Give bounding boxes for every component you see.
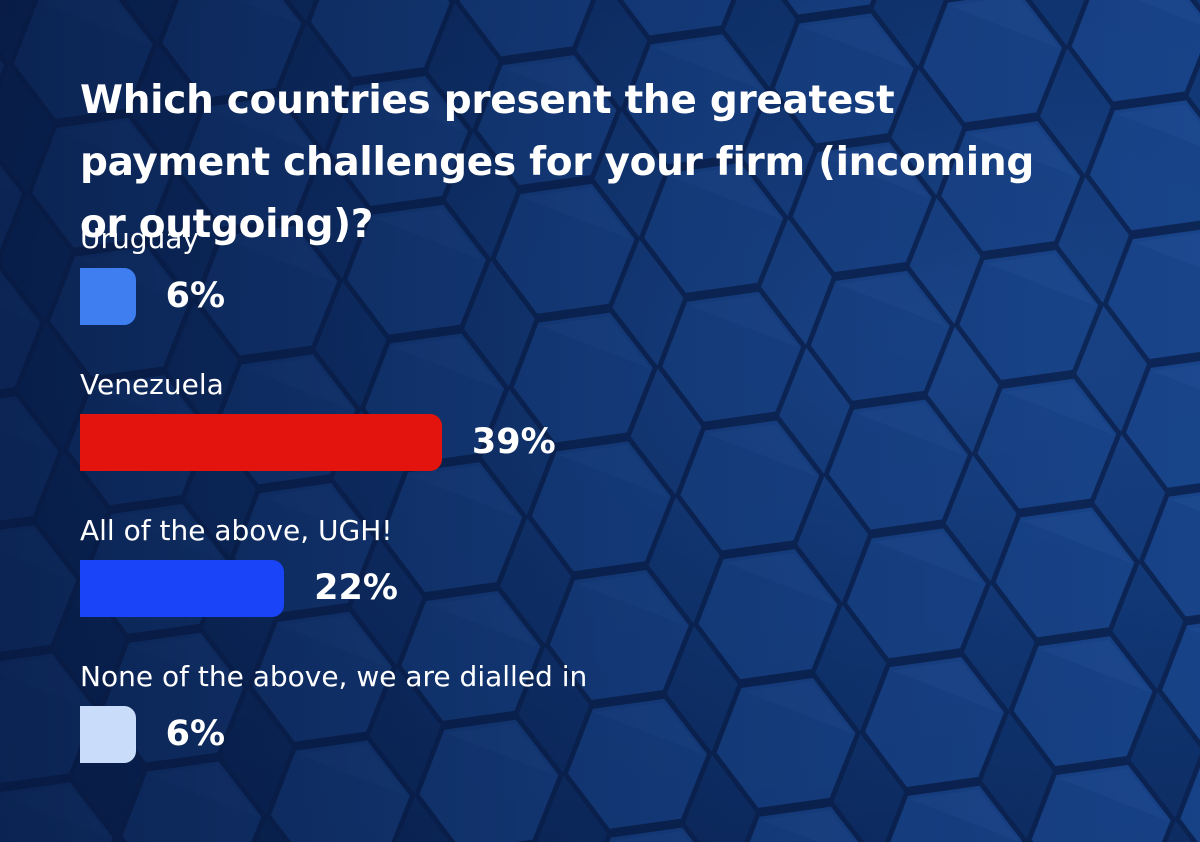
bar — [80, 414, 442, 471]
value-label: 22% — [314, 568, 398, 608]
bar — [80, 560, 285, 617]
bar — [80, 706, 136, 763]
category-label: None of the above, we are dialled in — [80, 660, 588, 693]
value-label: 39% — [471, 422, 556, 462]
chart-title: Which countries present the greatest pay… — [80, 78, 1034, 247]
value-label: 6% — [165, 714, 226, 754]
category-label: Venezuela — [80, 368, 224, 401]
category-label: Uruguay — [80, 222, 199, 255]
value-label: 6% — [165, 276, 226, 316]
bar — [80, 268, 136, 325]
category-label: All of the above, UGH! — [80, 514, 393, 547]
